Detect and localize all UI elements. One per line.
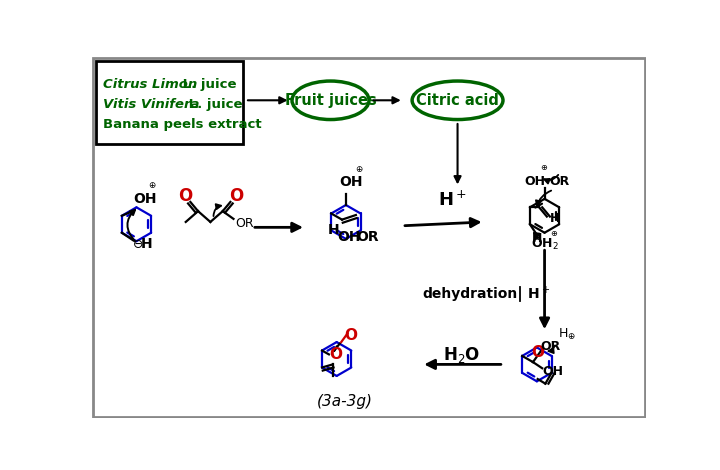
Text: (3a-3g): (3a-3g) <box>316 394 372 409</box>
Text: O: O <box>531 345 544 360</box>
FancyArrowPatch shape <box>536 191 552 206</box>
Text: $^{\oplus}$: $^{\oplus}$ <box>355 166 364 179</box>
Text: Vitis Vinifera: Vitis Vinifera <box>102 98 199 110</box>
Text: L. juice: L. juice <box>184 98 243 110</box>
Text: Citrus Limon: Citrus Limon <box>102 78 197 91</box>
Text: H$^+$: H$^+$ <box>438 190 467 209</box>
Text: OR: OR <box>356 229 379 243</box>
Text: H: H <box>328 223 340 237</box>
Text: O: O <box>178 187 192 205</box>
FancyBboxPatch shape <box>96 61 243 144</box>
Text: OR: OR <box>541 340 561 353</box>
Text: Citric acid: Citric acid <box>416 93 499 108</box>
Text: H: H <box>140 237 152 251</box>
Text: H$^+$: H$^+$ <box>523 285 551 302</box>
Text: OH: OH <box>133 192 157 206</box>
Text: OH: OH <box>338 229 361 243</box>
Text: $^{\oplus}$: $^{\oplus}$ <box>540 164 548 177</box>
Text: H$_{\oplus}$: H$_{\oplus}$ <box>557 327 575 342</box>
Text: Fruit juices: Fruit juices <box>284 93 377 108</box>
Text: L. juice: L. juice <box>178 78 237 91</box>
FancyArrowPatch shape <box>549 345 555 353</box>
Text: OR: OR <box>549 175 570 188</box>
FancyArrowPatch shape <box>213 204 221 216</box>
Text: O: O <box>344 329 357 344</box>
Text: H: H <box>532 232 543 245</box>
Text: OH: OH <box>525 175 546 188</box>
FancyArrowPatch shape <box>127 210 135 242</box>
Text: OR: OR <box>235 217 253 229</box>
Text: dehydration: dehydration <box>423 287 518 300</box>
Text: OH: OH <box>340 175 364 189</box>
Text: $^{\oplus}$: $^{\oplus}$ <box>148 182 156 195</box>
Text: Banana peels extract: Banana peels extract <box>102 118 261 131</box>
Text: $\ominus$: $\ominus$ <box>132 238 143 251</box>
Text: $^{\oplus}$: $^{\oplus}$ <box>550 230 558 243</box>
FancyArrowPatch shape <box>544 175 558 183</box>
Text: H$_2$O: H$_2$O <box>444 345 481 365</box>
Text: H: H <box>550 212 560 225</box>
Text: OH$_2$: OH$_2$ <box>531 237 559 252</box>
FancyArrowPatch shape <box>534 233 539 239</box>
Text: OH: OH <box>542 365 563 378</box>
Text: O: O <box>329 347 342 362</box>
Text: O: O <box>229 187 243 205</box>
